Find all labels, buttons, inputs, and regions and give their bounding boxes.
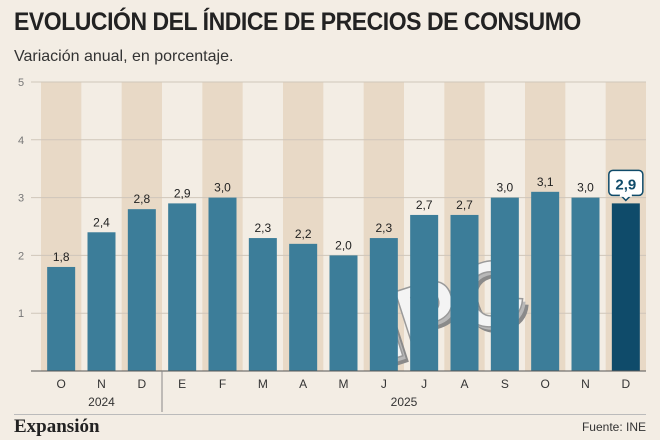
value-label: 2,7 bbox=[416, 198, 433, 212]
bar bbox=[571, 197, 600, 371]
x-tick-label: D bbox=[621, 377, 630, 391]
bar bbox=[450, 214, 479, 371]
source-note: Fuente: INE bbox=[581, 420, 646, 434]
bar bbox=[369, 238, 398, 371]
x-tick-label: F bbox=[219, 377, 226, 391]
x-tick-label: M bbox=[339, 377, 349, 391]
x-tick-label: O bbox=[56, 377, 65, 391]
x-tick-label: D bbox=[137, 377, 146, 391]
highlight-label-joint bbox=[619, 193, 632, 197]
bar bbox=[127, 209, 156, 371]
value-label: 3,0 bbox=[214, 181, 231, 195]
x-tick-label: M bbox=[258, 377, 268, 391]
chart-title: EVOLUCIÓN DEL ÍNDICE DE PRECIOS DE CONSU… bbox=[14, 8, 581, 36]
x-axis: O N D E F M A M J J A S O N D 2024 2025 bbox=[31, 370, 646, 412]
bars bbox=[47, 191, 640, 371]
x-tick-label: A bbox=[460, 377, 468, 391]
x-tick-label: J bbox=[421, 377, 427, 391]
year-label: 2025 bbox=[391, 395, 418, 409]
chart-subtitle: Variación anual, en porcentaje. bbox=[14, 48, 234, 65]
x-tick-label: E bbox=[178, 377, 186, 391]
x-tick-label: O bbox=[540, 377, 549, 391]
value-label: 2,3 bbox=[254, 221, 271, 235]
x-tick-label: N bbox=[97, 377, 106, 391]
value-label: 2,9 bbox=[615, 176, 636, 193]
y-axis-ticks: 1 2 3 4 5 bbox=[18, 77, 24, 320]
value-label: 3,0 bbox=[577, 181, 594, 195]
year-label: 2024 bbox=[88, 395, 115, 409]
value-label: 2,8 bbox=[133, 192, 150, 206]
value-label: 1,8 bbox=[53, 250, 70, 264]
bar bbox=[329, 255, 358, 371]
bar bbox=[289, 243, 318, 371]
bar bbox=[611, 203, 640, 371]
bar bbox=[87, 232, 116, 371]
x-tick-label: N bbox=[581, 377, 590, 391]
bar bbox=[168, 203, 197, 371]
value-labels: 1,8 2,4 2,8 2,9 3,0 2,3 2,2 2,0 2,3 2,7 2,7 3,0 3,1 3… bbox=[53, 169, 644, 264]
bar bbox=[248, 238, 277, 371]
bar bbox=[410, 214, 439, 371]
bar bbox=[208, 197, 237, 371]
x-tick-label: J bbox=[381, 377, 387, 391]
y-tick-label: 5 bbox=[18, 77, 24, 89]
x-tick-label: A bbox=[299, 377, 307, 391]
x-tick-label: S bbox=[501, 377, 509, 391]
y-tick-label: 3 bbox=[18, 193, 24, 205]
y-tick-label: 4 bbox=[18, 135, 24, 147]
value-label: 3,1 bbox=[537, 175, 554, 189]
value-label: 2,2 bbox=[295, 227, 312, 241]
value-label: 2,9 bbox=[174, 186, 191, 200]
bar bbox=[531, 191, 560, 371]
value-label: 2,4 bbox=[93, 215, 110, 229]
value-label: 2,7 bbox=[456, 198, 473, 212]
y-tick-label: 2 bbox=[18, 250, 24, 262]
y-tick-label: 1 bbox=[18, 308, 24, 320]
bar bbox=[47, 266, 76, 371]
bar bbox=[490, 197, 519, 371]
value-label: 3,0 bbox=[496, 181, 513, 195]
value-label: 2,0 bbox=[335, 238, 352, 252]
value-label: 2,3 bbox=[375, 221, 392, 235]
brand-logo: Expansión bbox=[14, 416, 100, 437]
footer-divider bbox=[14, 414, 646, 415]
